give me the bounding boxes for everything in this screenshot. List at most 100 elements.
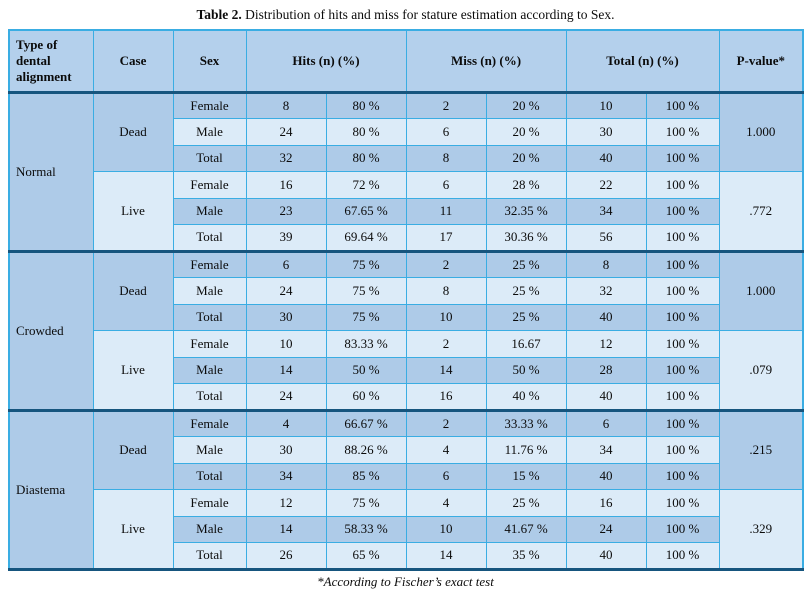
header-sex: Sex [172,29,247,93]
miss-pct-cell: 25 % [485,489,567,517]
table-row: Total 24 60 % 16 40 % 40 100 % [9,383,803,411]
total-pct-cell: 100 % [645,436,720,464]
header-case: Case [92,29,174,93]
hits-n-cell: 30 [245,436,327,464]
total-pct-cell: 100 % [645,277,720,305]
total-pct-cell: 100 % [645,197,720,225]
miss-pct-cell: 20 % [485,118,567,146]
table-row: Normal Dead Female 8 80 % 2 20 % 10 100 % 1.000 [8,90,804,252]
hits-n-cell: 14 [245,356,327,384]
p-value-cell: .772 [718,171,804,252]
miss-n-cell: 4 [405,489,487,517]
hits-n-cell: 24 [245,277,327,305]
hits-n-cell: 8 [245,90,327,119]
table-row: Diastema Dead Female 4 66.67 % 2 33.33 % 6 100 %… [8,408,804,570]
table-title-label: Table 2. [196,7,242,22]
sex-cell: Total [172,462,247,490]
table-row: Total 34 85 % 6 15 % 40 100 % [9,462,803,490]
sex-cell: Male [172,356,247,384]
total-n-cell: 40 [565,462,647,490]
table-row: Crowded Dead Female 6 75 % 2 25 % 8 100 % 1.000 [8,249,804,411]
miss-n-cell: 14 [405,542,487,570]
p-value-cell: 1.000 [718,90,804,172]
hits-pct-cell: 80 % [325,90,407,119]
case-cell: Live [92,330,174,411]
total-pct-cell: 100 % [645,489,720,517]
hits-n-cell: 34 [245,462,327,490]
case-cell: Dead [92,90,174,172]
miss-pct-cell: 32.35 % [485,197,567,225]
p-value-cell: .215 [718,408,804,490]
total-pct-cell: 100 % [645,356,720,384]
miss-pct-cell: 11.76 % [485,436,567,464]
sex-cell: Total [172,224,247,252]
miss-n-cell: 8 [405,144,487,172]
sex-cell: Female [172,489,247,517]
miss-pct-cell: 20 % [485,90,567,119]
table-footnote: *According to Fischer’s exact test [317,573,494,589]
table-row: Male 14 58.33 % 10 41.67 % 24 100 % [9,515,803,543]
total-pct-cell: 100 % [645,303,720,331]
total-n-cell: 32 [565,277,647,305]
miss-n-cell: 8 [405,277,487,305]
total-pct-cell: 100 % [645,118,720,146]
total-n-cell: 8 [565,249,647,278]
table-title: Table 2. Distribution of hits and miss f… [0,0,811,29]
sex-cell: Male [172,118,247,146]
hits-n-cell: 12 [245,489,327,517]
total-pct-cell: 100 % [645,224,720,252]
total-pct-cell: 100 % [645,542,720,570]
hits-pct-cell: 60 % [325,383,407,411]
sex-cell: Male [172,515,247,543]
sex-cell: Total [172,542,247,570]
table-row: Male 24 80 % 6 20 % 30 100 % [9,118,803,146]
sex-cell: Male [172,436,247,464]
hits-pct-cell: 75 % [325,277,407,305]
hits-n-cell: 10 [245,330,327,358]
miss-pct-cell: 25 % [485,277,567,305]
hits-pct-cell: 72 % [325,171,407,199]
total-pct-cell: 100 % [645,171,720,199]
table-row: Total 30 75 % 10 25 % 40 100 % [9,303,803,331]
total-n-cell: 22 [565,171,647,199]
table-row: Male 23 67.65 % 11 32.35 % 34 100 % [9,197,803,225]
sex-cell: Female [172,249,247,278]
sex-cell: Female [172,171,247,199]
total-pct-cell: 100 % [645,90,720,119]
total-n-cell: 10 [565,90,647,119]
miss-n-cell: 6 [405,171,487,199]
total-n-cell: 28 [565,356,647,384]
hits-pct-cell: 88.26 % [325,436,407,464]
miss-pct-cell: 25 % [485,249,567,278]
hits-n-cell: 24 [245,383,327,411]
miss-pct-cell: 28 % [485,171,567,199]
miss-pct-cell: 15 % [485,462,567,490]
miss-n-cell: 2 [405,249,487,278]
total-pct-cell: 100 % [645,249,720,278]
miss-n-cell: 2 [405,330,487,358]
table-row: Total 32 80 % 8 20 % 40 100 % [9,144,803,172]
hits-pct-cell: 50 % [325,356,407,384]
total-pct-cell: 100 % [645,144,720,172]
hits-n-cell: 39 [245,224,327,252]
miss-pct-cell: 50 % [485,356,567,384]
hits-n-cell: 6 [245,249,327,278]
miss-pct-cell: 25 % [485,303,567,331]
p-value-cell: 1.000 [718,249,804,331]
sex-cell: Total [172,383,247,411]
stature-estimation-table: Type of dental alignment Case Sex Hits (… [8,29,805,571]
hits-pct-cell: 75 % [325,489,407,517]
header-p-value: P-value* [718,29,804,93]
total-n-cell: 12 [565,330,647,358]
hits-pct-cell: 65 % [325,542,407,570]
hits-pct-cell: 66.67 % [325,408,407,437]
header-type-of-dental-alignment: Type of dental alignment [8,29,94,93]
hits-n-cell: 4 [245,408,327,437]
miss-n-cell: 17 [405,224,487,252]
sex-cell: Female [172,90,247,119]
total-n-cell: 56 [565,224,647,252]
miss-pct-cell: 41.67 % [485,515,567,543]
case-cell: Live [92,171,174,252]
hits-n-cell: 26 [245,542,327,570]
hits-pct-cell: 83.33 % [325,330,407,358]
